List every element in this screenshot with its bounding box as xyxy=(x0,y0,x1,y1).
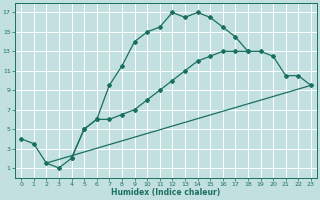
X-axis label: Humidex (Indice chaleur): Humidex (Indice chaleur) xyxy=(111,188,221,197)
